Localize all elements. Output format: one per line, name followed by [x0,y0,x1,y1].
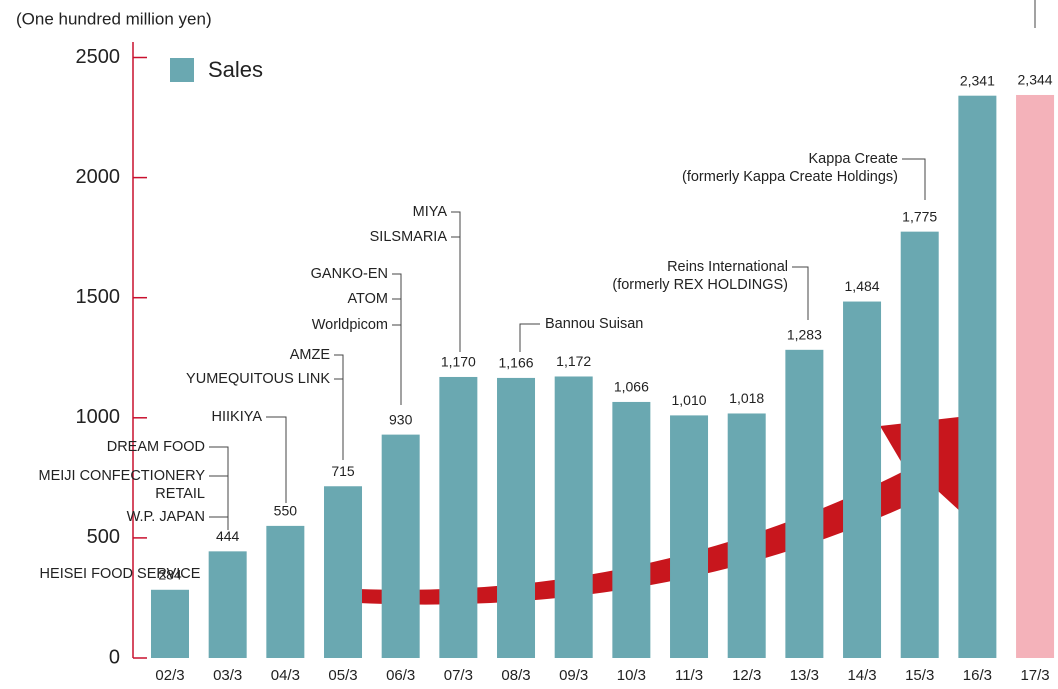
value-label: 1,018 [729,390,764,406]
annotation: SILSMARIA [370,229,448,245]
value-label: 1,170 [441,354,476,370]
annotation: MIYA [413,204,448,220]
x-tick-label: 15/3 [905,667,934,684]
connector [792,266,809,320]
annotation: W.P. JAPAN [127,509,205,525]
bar [785,349,824,658]
x-tick-label: 10/3 [617,667,646,684]
value-label: 444 [216,528,240,544]
connector [392,273,402,405]
bar [670,415,709,658]
x-tick-label: 06/3 [386,667,415,684]
x-tick-label: 03/3 [213,667,242,684]
x-tick-label: 05/3 [328,667,357,684]
bar [381,434,420,658]
x-tick-label: 11/3 [675,667,703,684]
annotation: DREAM FOOD [107,439,205,455]
x-tick-label: 07/3 [444,667,473,684]
annotation: Worldpicom [312,317,388,333]
annotation: Kappa Create [809,151,898,167]
value-label: 1,172 [556,353,591,369]
legend-swatch [170,58,194,82]
bar [958,95,997,659]
annotation: (formerly Kappa Create Holdings) [682,169,898,185]
axis-label: (One hundred million yen) [16,9,212,28]
annotation: Bannou Suisan [545,316,643,332]
x-tick-label: 17/3 [1020,667,1049,684]
x-tick-label: 09/3 [559,667,588,684]
bar [497,377,536,658]
annotation: (formerly REX HOLDINGS) [612,277,788,293]
bar [266,525,305,658]
value-label: 284 [158,566,182,582]
annotation: ATOM [347,291,388,307]
connector [334,354,344,460]
x-tick-label: 16/3 [963,667,992,684]
x-tick-label: 08/3 [501,667,530,684]
bar [208,551,247,658]
annotation: HEISEI FOOD SERVICE [40,566,201,582]
legend-label: Sales [208,57,263,82]
y-tick-label: 500 [87,526,120,548]
y-tick-label: 0 [109,646,120,668]
bar [900,231,939,658]
connector [209,446,229,530]
bar [554,376,593,658]
value-label: 1,775 [902,208,937,224]
y-tick-label: 2000 [76,166,121,188]
annotation: GANKO-EN [311,266,388,282]
bar [727,413,766,658]
connector [266,416,287,503]
annotation: AMZE [290,347,331,363]
bar [324,486,363,658]
x-tick-label: 13/3 [790,667,819,684]
annotation: YUMEQUITOUS LINK [186,371,330,387]
y-tick-label: 1000 [76,406,121,428]
bar [612,401,651,658]
value-label: 715 [331,463,355,479]
bar [439,376,478,658]
value-label: 1,010 [672,392,707,408]
annotation: HIIKIYA [212,409,263,425]
value-label: 2,344 [1018,72,1053,88]
annotation: RETAIL [155,486,205,502]
x-tick-label: 12/3 [732,667,761,684]
x-tick-label: 04/3 [271,667,300,684]
bar [1016,94,1055,659]
value-label: 550 [274,503,298,519]
connector [902,158,926,200]
annotation: MEIJI CONFECTIONERY [39,468,206,484]
value-label: 1,066 [614,379,649,395]
bar [151,589,189,658]
value-label: 2,341 [960,72,995,88]
y-tick-label: 1500 [76,286,121,308]
value-label: 1,166 [498,355,533,371]
value-label: 930 [389,411,413,427]
connector [519,323,540,352]
x-tick-label: 14/3 [847,667,876,684]
connector [451,211,461,352]
x-tick-label: 02/3 [155,667,184,684]
value-label: 1,283 [787,327,822,343]
y-tick-label: 2500 [76,46,121,68]
bar [843,301,882,658]
value-label: 1,484 [845,278,880,294]
annotation: Reins International [667,259,788,275]
